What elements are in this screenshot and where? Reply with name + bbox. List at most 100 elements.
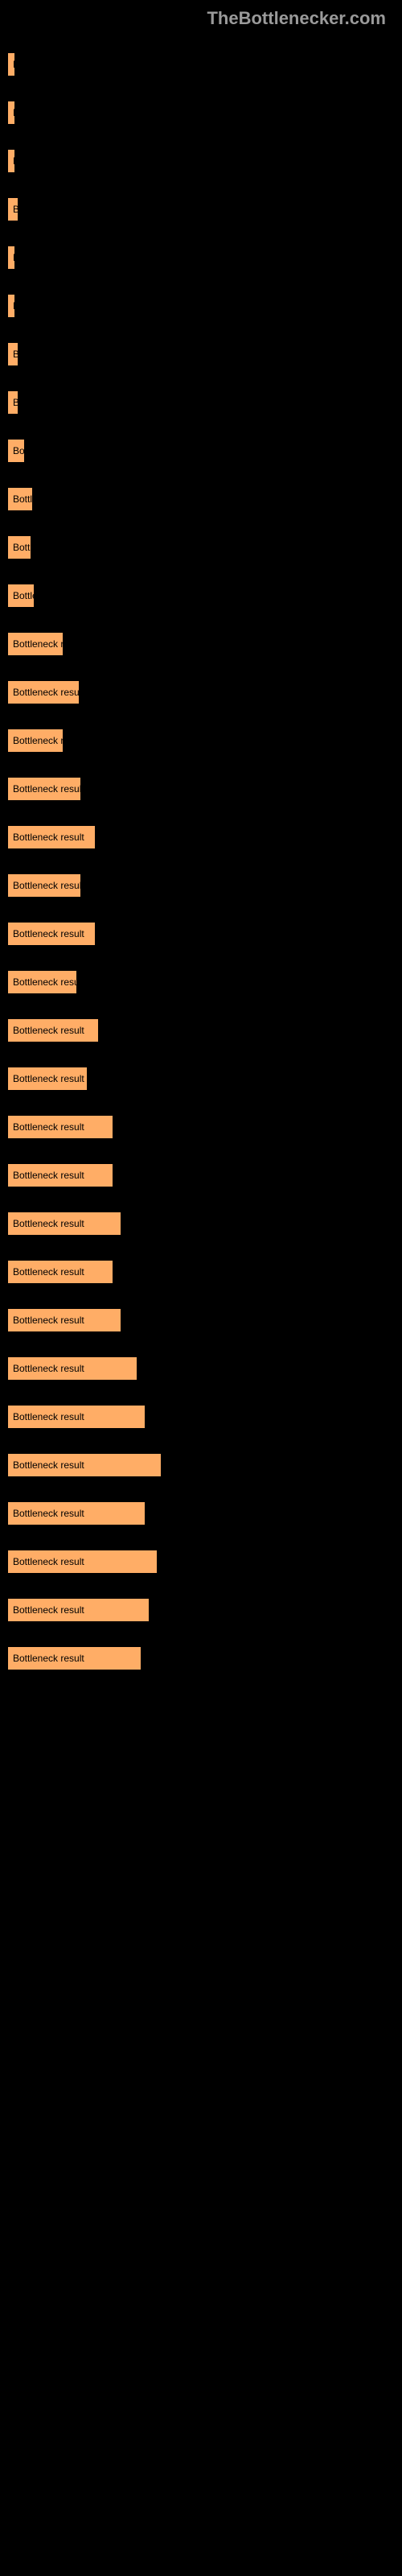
bar-label: Bottleneck result (13, 1411, 84, 1422)
bar-label: Bottleneck result (13, 1604, 84, 1616)
bar-label: Bottleneck result (13, 1218, 84, 1229)
bar-label: Bottleneck result (13, 493, 32, 505)
bar-label: Bottleneck result (13, 542, 31, 553)
bar-row: Bottleneck result (8, 53, 394, 76)
bar-row: Bottleneck result (8, 1406, 394, 1428)
bar-label: Bottleneck result (13, 59, 14, 70)
bar: Bottleneck result (8, 1550, 157, 1573)
bar: Bottleneck result (8, 1406, 145, 1428)
bar-label: Bottleneck result (13, 590, 34, 601)
bar: Bottleneck result (8, 536, 31, 559)
bar: Bottleneck result (8, 1212, 121, 1235)
bar-row: Bottleneck result (8, 1261, 394, 1283)
bar: Bottleneck result (8, 778, 80, 800)
bar-label: Bottleneck result (13, 687, 79, 698)
bar-row: Bottleneck result (8, 681, 394, 704)
bar: Bottleneck result (8, 246, 14, 269)
bar: Bottleneck result (8, 633, 63, 655)
bar: Bottleneck result (8, 53, 14, 76)
bar-row: Bottleneck result (8, 101, 394, 124)
bar-label: Bottleneck result (13, 1170, 84, 1181)
bar-label: Bottleneck result (13, 928, 84, 939)
bar-label: Bottleneck result (13, 832, 84, 843)
bar-row: Bottleneck result (8, 488, 394, 510)
bar-row: Bottleneck result (8, 1599, 394, 1621)
bar-row: Bottleneck result (8, 1309, 394, 1331)
bar-label: Bottleneck result (13, 735, 63, 746)
bar-row: Bottleneck result (8, 295, 394, 317)
bar-label: Bottleneck result (13, 638, 63, 650)
bar-label: Bottleneck result (13, 783, 80, 795)
bar-label: Bottleneck result (13, 1315, 84, 1326)
bar: Bottleneck result (8, 150, 14, 172)
bar-label: Bottleneck result (13, 1459, 84, 1471)
bar-label: Bottleneck result (13, 252, 14, 263)
bar-row: Bottleneck result (8, 923, 394, 945)
bar-row: Bottleneck result (8, 826, 394, 848)
bar: Bottleneck result (8, 1599, 149, 1621)
bar-label: Bottleneck result (13, 349, 18, 360)
bar-row: Bottleneck result (8, 198, 394, 221)
bar: Bottleneck result (8, 729, 63, 752)
bar-label: Bottleneck result (13, 155, 14, 167)
bar-label: Bottleneck result (13, 1556, 84, 1567)
bar-row: Bottleneck result (8, 1212, 394, 1235)
bar: Bottleneck result (8, 1116, 113, 1138)
bar-row: Bottleneck result (8, 971, 394, 993)
bar-label: Bottleneck result (13, 1266, 84, 1278)
bar: Bottleneck result (8, 1502, 145, 1525)
bar: Bottleneck result (8, 826, 95, 848)
bar-row: Bottleneck result (8, 584, 394, 607)
bar: Bottleneck result (8, 1647, 141, 1670)
bar-row: Bottleneck result (8, 778, 394, 800)
bar-row: Bottleneck result (8, 150, 394, 172)
bar: Bottleneck result (8, 1067, 87, 1090)
bar-row: Bottleneck result (8, 343, 394, 365)
bar-label: Bottleneck result (13, 107, 14, 118)
bar: Bottleneck result (8, 101, 14, 124)
bar-row: Bottleneck result (8, 633, 394, 655)
bar: Bottleneck result (8, 874, 80, 897)
bar: Bottleneck result (8, 440, 24, 462)
chart-container: Bottleneck result Bottleneck result Bottle… (0, 37, 402, 1703)
bar-row: Bottleneck result (8, 1357, 394, 1380)
bar: Bottleneck result (8, 923, 95, 945)
bar: Bottleneck result (8, 971, 76, 993)
bar-row: Bottleneck result (8, 440, 394, 462)
bar-row: Bottleneck result (8, 391, 394, 414)
bar: Bottleneck result (8, 1454, 161, 1476)
bar: Bottleneck result (8, 343, 18, 365)
bar: Bottleneck result (8, 1309, 121, 1331)
bar: Bottleneck result (8, 198, 18, 221)
bar-label: Bottleneck result (13, 880, 80, 891)
bar-label: Bottleneck result (13, 397, 18, 408)
bar-label: Bottleneck result (13, 1508, 84, 1519)
bar-row: Bottleneck result (8, 1164, 394, 1187)
site-name: TheBottlenecker.com (207, 8, 386, 28)
bar: Bottleneck result (8, 488, 32, 510)
bar-row: Bottleneck result (8, 729, 394, 752)
bar-row: Bottleneck result (8, 1502, 394, 1525)
bar-label: Bottleneck result (13, 1073, 84, 1084)
bar: Bottleneck result (8, 1019, 98, 1042)
bar-row: Bottleneck result (8, 1550, 394, 1573)
bar-label: Bottleneck result (13, 1025, 84, 1036)
bar-label: Bottleneck result (13, 1363, 84, 1374)
bar: Bottleneck result (8, 681, 79, 704)
bar-label: Bottleneck result (13, 204, 18, 215)
bar-row: Bottleneck result (8, 1647, 394, 1670)
bar-row: Bottleneck result (8, 1454, 394, 1476)
bar-label: Bottleneck result (13, 1653, 84, 1664)
bar-row: Bottleneck result (8, 1019, 394, 1042)
bar-label: Bottleneck result (13, 300, 14, 312)
bar-row: Bottleneck result (8, 874, 394, 897)
bar: Bottleneck result (8, 1357, 137, 1380)
bar-row: Bottleneck result (8, 1116, 394, 1138)
bar-label: Bottleneck result (13, 1121, 84, 1133)
site-header: TheBottlenecker.com (0, 0, 402, 37)
bar-row: Bottleneck result (8, 246, 394, 269)
bar-label: Bottleneck result (13, 976, 76, 988)
bar-row: Bottleneck result (8, 1067, 394, 1090)
bar: Bottleneck result (8, 1164, 113, 1187)
bar: Bottleneck result (8, 1261, 113, 1283)
